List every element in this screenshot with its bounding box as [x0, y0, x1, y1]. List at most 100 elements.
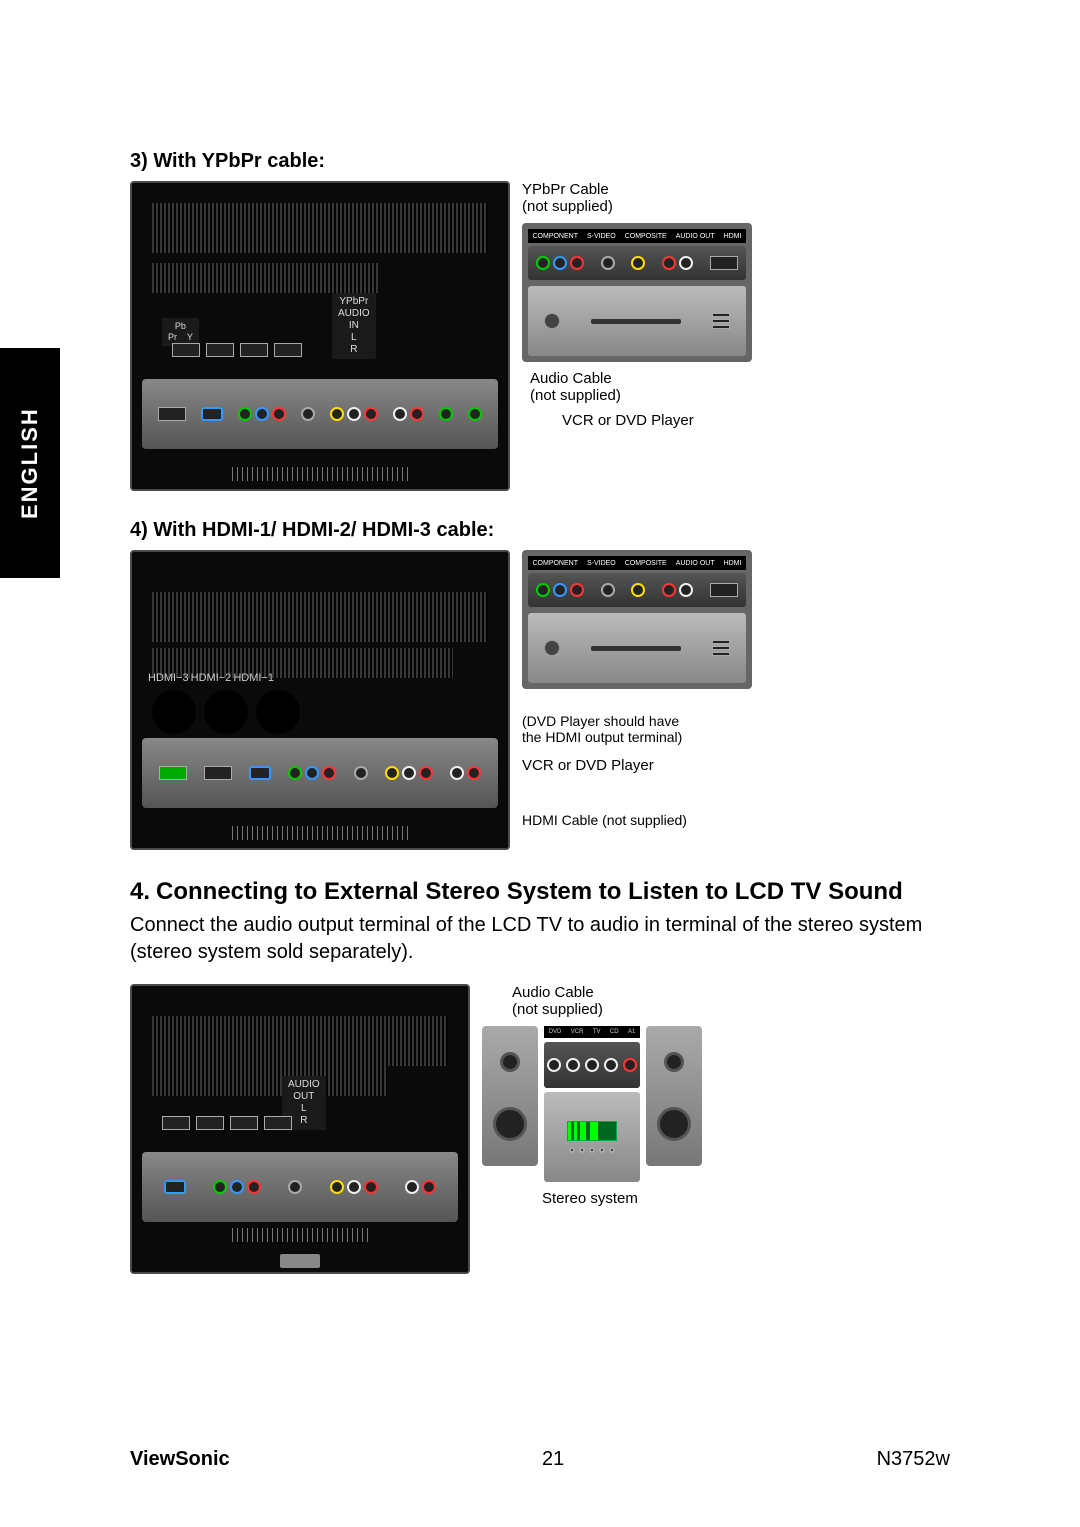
device-front: [528, 286, 746, 356]
rca-icon: [255, 407, 269, 421]
device-port-labels: COMPONENT S-VIDEO COMPOSITE AUDIO OUT HD…: [528, 229, 746, 243]
hdmi-note: (DVD Player should have the HDMI output …: [522, 713, 752, 745]
power-icon: [544, 313, 560, 329]
section4-right: COMPONENT S-VIDEO COMPOSITE AUDIO OUT HD…: [522, 550, 752, 828]
footer-brand: ViewSonic: [130, 1448, 230, 1471]
tv-stand-icon: [280, 1254, 320, 1268]
device-port-labels: COMPONENT S-VIDEO COMPOSITE AUDIO OUT HD…: [528, 556, 746, 570]
rca-icon: [402, 766, 416, 780]
text: the HDMI output terminal): [522, 729, 682, 745]
tv-io-panel: [142, 379, 498, 449]
rca-icon: [347, 1180, 361, 1194]
tv-back-audio: AUDIO OUT L R: [130, 984, 470, 1274]
rca-icon: [364, 1180, 378, 1194]
text: Audio Cable: [512, 984, 594, 1001]
svideo-icon: [288, 1180, 302, 1194]
hdmi-port-icon: [256, 690, 300, 734]
rca-icon: [570, 583, 584, 597]
jack-icon: [468, 407, 482, 421]
rca-icon: [536, 583, 550, 597]
hdmi-port-icon: [152, 690, 196, 734]
stereo-right: Audio Cable (not supplied) DVD VCR TV CD…: [482, 984, 702, 1207]
speaker-left-icon: [482, 1026, 538, 1166]
audio-cable-label: Audio Cable (not supplied): [530, 370, 621, 404]
text: YPbPr Cable: [522, 181, 609, 198]
vent-icon: [152, 1066, 387, 1096]
text: COMPOSITE: [625, 233, 667, 240]
device-ports: [528, 246, 746, 280]
section3-label: 3) With YPbPr cable:: [130, 150, 960, 173]
rca-icon: [553, 256, 567, 270]
text: COMPONENT: [532, 233, 578, 240]
svideo-icon: [601, 256, 615, 270]
text: (not supplied): [522, 198, 613, 215]
hdmi3-label: HDMI−3: [148, 672, 189, 684]
dvd-player-hdmi: COMPONENT S-VIDEO COMPOSITE AUDIO OUT HD…: [522, 550, 752, 689]
woofer-icon: [493, 1107, 527, 1141]
tv-back-ypbpr: YPbPr AUDIO IN L R Pb Pr Y: [130, 181, 510, 491]
jack-icon: [439, 407, 453, 421]
rca-icon: [422, 1180, 436, 1194]
text: TV: [593, 1029, 601, 1035]
speaker-right-icon: [646, 1026, 702, 1166]
text: HDMI: [724, 560, 742, 567]
power-icon: [544, 640, 560, 656]
text: DVD: [549, 1029, 562, 1035]
equalizer-icon: [567, 1121, 617, 1141]
disc-slot-icon: [591, 646, 681, 651]
rca-icon: [604, 1058, 618, 1072]
rca-icon: [305, 766, 319, 780]
text: (DVD Player should have: [522, 713, 679, 729]
text: COMPOSITE: [625, 560, 667, 567]
btn-icon: [712, 640, 730, 644]
rca-icon: [322, 766, 336, 780]
stereo-caption: Stereo system: [542, 1190, 702, 1207]
text: (not supplied): [512, 1001, 603, 1018]
tv-back-hdmi: HDMI−3 HDMI−2 HDMI−1: [130, 550, 510, 850]
amp-input-labels: DVD VCR TV CD A1: [544, 1026, 640, 1038]
btn-icon: [712, 652, 730, 656]
rca-icon: [570, 256, 584, 270]
svideo-icon: [354, 766, 368, 780]
rca-icon: [679, 256, 693, 270]
hdmi-cable-label: HDMI Cable (not supplied): [522, 812, 752, 828]
section4-diagram: HDMI−3 HDMI−2 HDMI−1: [130, 550, 960, 850]
rca-icon: [385, 766, 399, 780]
vent-icon: [152, 592, 488, 642]
dvd-player: COMPONENT S-VIDEO COMPOSITE AUDIO OUT HD…: [522, 223, 752, 362]
rca-icon: [405, 1180, 419, 1194]
rca-icon: [238, 407, 252, 421]
btn-icon: [589, 1147, 595, 1153]
text: VCR: [571, 1029, 584, 1035]
text: S-VIDEO: [587, 560, 616, 567]
rca-icon: [662, 256, 676, 270]
rca-icon: [631, 583, 645, 597]
svideo-icon: [601, 583, 615, 597]
text: CD: [610, 1029, 619, 1035]
rca-icon: [662, 583, 676, 597]
vent-icon: [152, 1016, 448, 1066]
rca-icon: [547, 1058, 561, 1072]
device-front: [528, 613, 746, 683]
stereo-system: DVD VCR TV CD A1: [482, 1026, 702, 1182]
port-icon: [162, 1116, 190, 1130]
port-icon: [159, 766, 187, 780]
scale-icon: [232, 467, 408, 481]
vent-icon: [152, 263, 378, 293]
text: Audio Cable: [530, 370, 612, 387]
rca-icon: [347, 407, 361, 421]
rca-icon: [631, 256, 645, 270]
text: COMPONENT: [532, 560, 578, 567]
rca-icon: [247, 1180, 261, 1194]
text: S-VIDEO: [587, 233, 616, 240]
port-icon: [240, 343, 268, 357]
vga-icon: [201, 407, 223, 421]
ypbpr-port-label: YPbPr AUDIO IN L R: [332, 293, 376, 359]
port-icon: [172, 343, 200, 357]
amplifier: DVD VCR TV CD A1: [544, 1026, 640, 1182]
hdmi1-label: HDMI−1: [233, 672, 274, 684]
rca-icon: [330, 407, 344, 421]
heading-number: 4.: [130, 878, 150, 905]
rca-icon: [553, 583, 567, 597]
tv-io-panel: [142, 738, 498, 808]
